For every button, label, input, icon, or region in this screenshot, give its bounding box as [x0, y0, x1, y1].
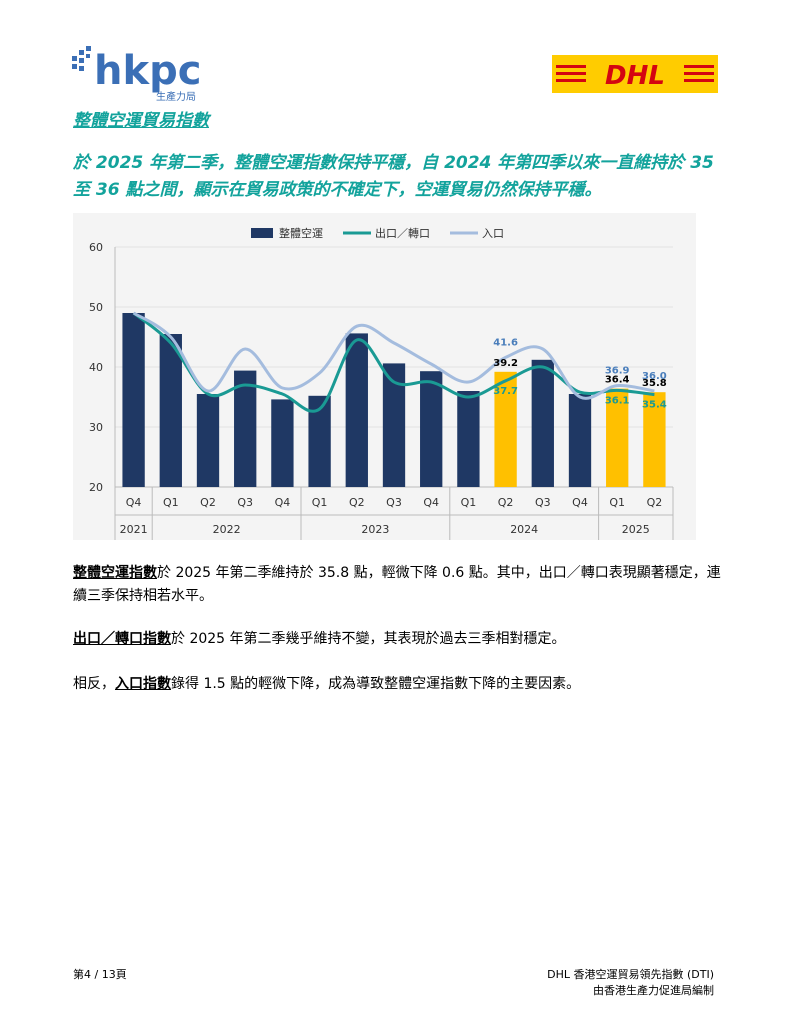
bold-term: 入口指數: [115, 676, 171, 692]
chart: 20 30 40 50 60 Q4 Q1 Q2 Q3 Q4 Q1 Q2 Q3 Q4 Q1 Q2 Q3 Q4 Q1 Q2…: [73, 213, 696, 540]
x-group-label: 2024: [510, 523, 538, 536]
bar: [420, 371, 443, 487]
logo-text: hkpc: [94, 48, 201, 94]
y-tick-label: 50: [89, 301, 103, 314]
page-number: 第4 / 13頁: [73, 968, 127, 981]
data-label: 36.1: [605, 395, 630, 406]
data-label: 35.8: [642, 378, 667, 389]
hkpc-logo: hkpc 生產力局: [72, 46, 201, 103]
x-tick-label: Q3: [386, 496, 402, 509]
text: 於 2025 年第二季維持於 35.8 點，輕微下降 0.6 點。其中，出口／轉…: [73, 565, 721, 604]
text: 錄得 1.5 點的輕微下降，成為導致整體空運指數下降的主要因素。: [171, 676, 581, 692]
bar: [568, 394, 592, 487]
data-label: 41.6: [493, 337, 518, 348]
x-tick-label: Q1: [461, 496, 477, 509]
x-group-label: 2022: [213, 523, 241, 536]
lead-line: 於 2025 年第二季，整體空運指數保持平穩，自 2024 年第四季以來一直維持…: [73, 153, 714, 173]
logo-dots: [72, 46, 91, 71]
bar: [531, 359, 554, 487]
x-tick-label: Q2: [200, 496, 216, 509]
y-tick-label: 40: [89, 361, 103, 374]
y-tick-label: 30: [89, 421, 103, 434]
bold-term: 出口／轉口指數: [73, 631, 171, 647]
y-tick-label: 60: [89, 241, 103, 254]
data-label: 37.7: [493, 386, 518, 397]
x-group-label: 2023: [361, 523, 389, 536]
x-tick-label: Q1: [312, 496, 328, 509]
x-tick-label: Q2: [647, 496, 663, 509]
lead-line: 至 36 點之間，顯示在貿易政策的不確定下，空運貿易仍然保持平穩。: [73, 180, 602, 200]
text: 相反，: [73, 676, 115, 692]
paragraph: 整體空運指數於 2025 年第二季維持於 35.8 點，輕微下降 0.6 點。其…: [73, 562, 723, 608]
text: 於 2025 年第二季幾乎維持不變，其表現於過去三季相對穩定。: [171, 631, 566, 647]
footer-line: DHL 香港空運貿易領先指數 (DTI): [547, 968, 714, 981]
x-tick-label: Q4: [126, 496, 142, 509]
x-tick-label: Q4: [275, 496, 291, 509]
legend-label: 出口／轉口: [375, 226, 430, 240]
bar: [345, 333, 368, 487]
x-tick-label: Q4: [423, 496, 439, 509]
bar: [457, 391, 480, 487]
x-tick-label: Q2: [498, 496, 514, 509]
bar: [606, 388, 629, 487]
data-label: 36.4: [605, 375, 630, 386]
bar: [196, 394, 220, 487]
bar: [271, 399, 294, 487]
x-tick-label: Q2: [349, 496, 365, 509]
bold-term: 整體空運指數: [73, 565, 157, 581]
dhl-logo: DHL: [552, 55, 718, 93]
x-group-label: 2021: [120, 523, 148, 536]
bar: [122, 313, 145, 487]
heading: 整體空運貿易指數: [73, 111, 209, 131]
x-tick-label: Q1: [609, 496, 625, 509]
data-label: 36.0: [642, 371, 667, 382]
bar: [494, 371, 517, 487]
bar: [643, 392, 666, 487]
x-group-label: 2025: [622, 523, 650, 536]
bar: [382, 363, 406, 487]
legend-label: 入口: [482, 227, 504, 240]
paragraph: 相反，入口指數錄得 1.5 點的輕微下降，成為導致整體空運指數下降的主要因素。: [73, 673, 723, 696]
data-label: 36.9: [605, 366, 630, 377]
y-tick-label: 20: [89, 481, 103, 494]
logo-text: DHL: [605, 61, 665, 91]
legend-label: 整體空運: [279, 226, 323, 240]
bar: [308, 395, 331, 487]
line: [132, 311, 655, 400]
logo-subtext: 生產力局: [156, 90, 196, 103]
x-tick-label: Q4: [572, 496, 588, 509]
paragraph: 出口／轉口指數於 2025 年第二季幾乎維持不變，其表現於過去三季相對穩定。: [73, 628, 723, 651]
bar: [159, 334, 182, 487]
x-tick-label: Q3: [237, 496, 253, 509]
bar: [234, 370, 257, 487]
data-label: 39.2: [493, 358, 518, 369]
x-tick-label: Q1: [163, 496, 179, 509]
data-label: 35.4: [642, 400, 667, 411]
legend-swatch: [251, 228, 273, 238]
x-tick-label: Q3: [535, 496, 551, 509]
footer-line: 由香港生產力促進局編制: [593, 984, 714, 997]
